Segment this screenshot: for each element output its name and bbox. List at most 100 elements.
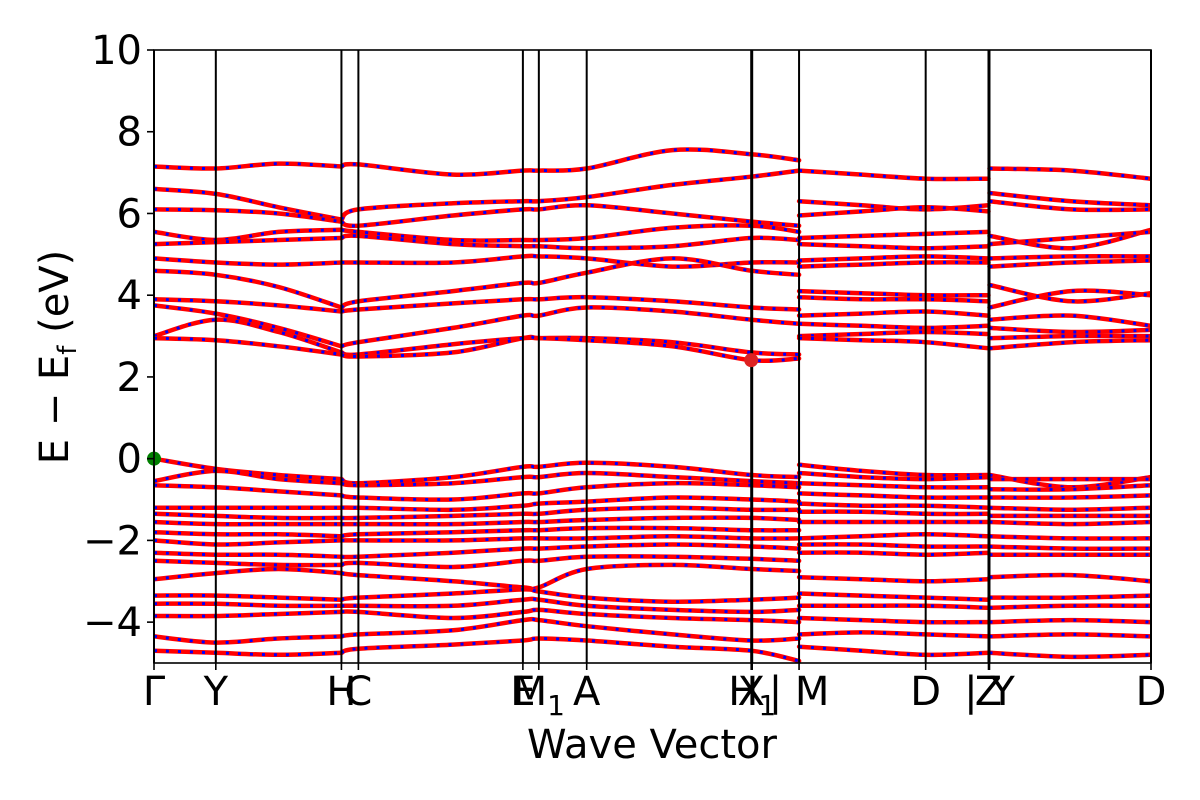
- band-line-spin-down-s0-b2: [154, 207, 342, 224]
- x-tick-label-0: Γ: [143, 669, 166, 715]
- band-line-spin-up-s2-b0: [796, 168, 991, 182]
- x-tick-label-4: E: [510, 669, 535, 715]
- band-line-spin-down-s0-b24: [154, 610, 342, 618]
- band-line-spin-up-s3-b16: [987, 493, 1151, 500]
- band-line-spin-down-s0-b19: [154, 551, 342, 559]
- y-tick-label-2: 0: [117, 437, 142, 483]
- band-line-spin-up-s2-b27: [796, 630, 991, 639]
- band-line-spin-up-s3-b5: [987, 253, 1151, 261]
- x-axis-label: Wave Vector: [527, 722, 778, 768]
- band-line-spin-up-s2-b21: [796, 542, 991, 549]
- band-line-spin-up-s2-b22: [796, 550, 991, 557]
- band-line-spin-up-s3-b27: [987, 632, 1151, 639]
- band-line-spin-down-s1-b25: [341, 617, 800, 643]
- band-line-spin-down-s1-b4: [340, 234, 800, 250]
- y-axis-label-main: E − E: [32, 355, 78, 465]
- band-line-spin-down-s1-b3: [341, 223, 800, 243]
- band-line-spin-up-s3-b15: [987, 482, 1151, 492]
- plot-frame: [153, 49, 1152, 664]
- band-line-spin-up-s2-b6: [796, 260, 991, 269]
- band-line-spin-down-s0-b17: [154, 530, 342, 538]
- band-line-spin-up-s3-b25: [987, 603, 1151, 611]
- band-line-spin-down-s0-b13: [154, 483, 342, 497]
- band-line-spin-down-s0-b15: [154, 512, 342, 520]
- band-line-spin-down-s1-b24: [341, 608, 800, 624]
- x-tick-label-9: | M: [769, 669, 830, 715]
- band-line-spin-up-s3-b12: [987, 337, 1151, 351]
- band-line-spin-up-s2-b16: [796, 491, 991, 500]
- band-line-spin-up-s3-b0: [987, 166, 1151, 181]
- band-line-spin-up-s0-b5: [154, 256, 344, 267]
- band-line-spin-down-s1-b9: [340, 336, 800, 357]
- band-line-spin-up-s2-b15: [796, 480, 991, 490]
- y-tick-label-5: 6: [117, 191, 142, 237]
- band-line-spin-down-s1-b0: [340, 147, 800, 177]
- cbm-marker: [744, 353, 759, 368]
- band-line-spin-up-s2-b23: [796, 574, 991, 584]
- band-line-spin-up-s0-b25: [154, 634, 344, 645]
- y-tick-label-1: −2: [83, 518, 142, 564]
- band-line-spin-up-s3-b6: [987, 258, 1151, 269]
- band-line-spin-down-s0-b16: [154, 520, 342, 526]
- band-line-spin-down-s0-b6: [154, 269, 342, 309]
- band-line-spin-up-s2-b7: [796, 288, 991, 298]
- band-line-spin-down-s0-b22: [154, 593, 342, 602]
- y-axis-ticks: −4 −2 0 2 4 6 8 10: [83, 28, 154, 646]
- band-line-spin-down-s3-b7: [989, 283, 1151, 303]
- band-line-spin-down-s0-b4: [154, 236, 342, 246]
- band-line-spin-up-s2-b28: [796, 644, 991, 658]
- band-line-spin-up-s3-b17: [987, 505, 1151, 513]
- y-tick-label-4: 4: [117, 273, 142, 319]
- band-line-spin-down-s0-b23: [154, 602, 342, 608]
- x-tick-label-13: D: [1136, 669, 1167, 715]
- x-tick-label-5: M1: [513, 669, 565, 722]
- y-axis-label-sub: f: [53, 345, 83, 355]
- band-line-spin-up-s2-b26: [796, 615, 991, 625]
- band-line-spin-up-s0-b12: [154, 468, 344, 486]
- band-line-spin-down-s0-b8: [154, 303, 342, 348]
- band-line-spin-up-s0-b16: [154, 519, 344, 527]
- band-line-spin-up-s3-b4: [987, 229, 1151, 247]
- y-axis-label-unit: (eV): [32, 250, 78, 346]
- band-line-spin-up-s0-b18: [154, 538, 344, 547]
- x-tick-label-12: | Y: [964, 669, 1015, 715]
- band-line-spin-up-s2-b4: [796, 241, 991, 251]
- band-line-spin-up-s2-b13: [796, 462, 991, 478]
- band-line-spin-down-s1-b13: [341, 481, 800, 502]
- x-tick-label-8: H1: [728, 669, 776, 722]
- band-line-spin-down-s1-b2: [340, 203, 800, 228]
- x-tick-label-3: C: [344, 669, 372, 715]
- band-line-spin-up-s2-b11: [796, 329, 991, 339]
- y-axis-label: E − Ef (eV): [32, 250, 83, 465]
- band-line-spin-down-s1-b1: [340, 169, 800, 221]
- band-line-spin-down-s1-b22: [341, 587, 800, 604]
- band-line-spin-up-s2-b18: [796, 509, 991, 517]
- band-line-spin-up-s2-b9: [796, 309, 991, 318]
- band-line-spin-up-s2-b24: [796, 591, 991, 602]
- y-tick-label-6: 8: [117, 110, 142, 156]
- band-line-spin-up-s2-b14: [796, 470, 991, 482]
- band-line-spin-up-s0-b9: [154, 317, 344, 355]
- band-line-spin-up-s0-b21: [154, 566, 344, 582]
- x-tick-label-7: X: [737, 669, 764, 715]
- band-line-spin-up-s3-b1: [987, 190, 1151, 208]
- x-tick-label-2: H: [326, 669, 356, 715]
- x-tick-label-1: Y: [203, 669, 229, 715]
- band-line-spin-up-s3-b28: [987, 650, 1151, 660]
- band-line-spin-up-s3-b11: [987, 333, 1151, 341]
- band-line-spin-up-s0-b1: [154, 186, 344, 222]
- x-tick-label-6: A: [573, 669, 601, 715]
- band-line-spin-down-s0-b26: [154, 649, 342, 657]
- band-line-spin-down-s1-b10: [341, 335, 800, 363]
- band-line-spin-up-s3-b19: [987, 519, 1151, 527]
- band-line-spin-up-s0-b3: [154, 227, 344, 243]
- band-line-spin-up-s3-b23: [987, 572, 1151, 584]
- band-line-spin-down-s1-b11: [340, 461, 800, 485]
- x-tick-label-10: D: [910, 669, 941, 715]
- y-tick-label-0: −4: [83, 600, 142, 646]
- band-line-spin-up-s3-b26: [987, 617, 1151, 625]
- band-line-spin-up-s3-b10: [987, 325, 1151, 335]
